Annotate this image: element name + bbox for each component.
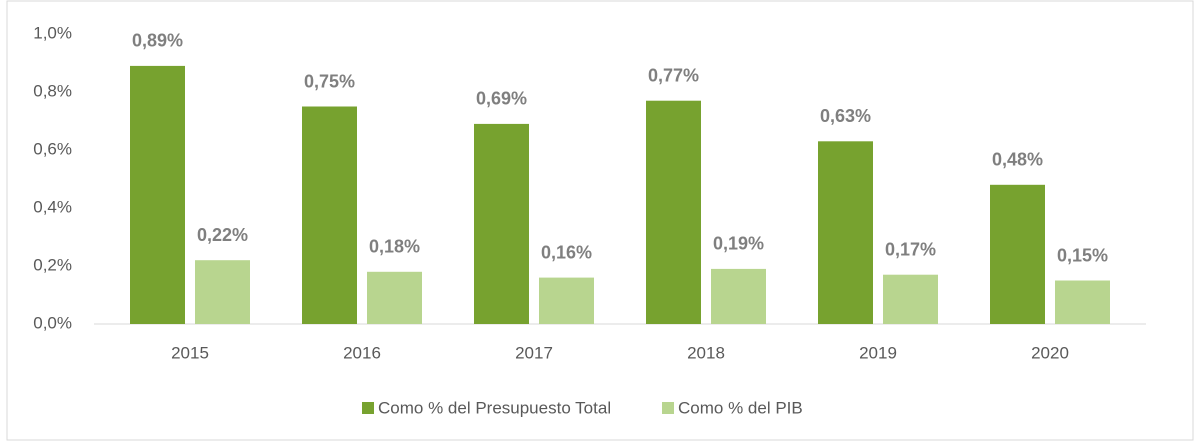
legend-label: Como % del PIB <box>678 398 803 417</box>
bar <box>711 268 766 324</box>
y-tick-label: 0,6% <box>33 139 72 158</box>
value-label: 0,63% <box>820 106 871 126</box>
x-tick-label: 2015 <box>171 343 209 362</box>
bar <box>646 100 701 324</box>
value-label: 0,77% <box>648 65 699 85</box>
value-label: 0,15% <box>1057 245 1108 265</box>
bar <box>130 65 185 325</box>
value-label: 0,22% <box>197 225 248 245</box>
bar <box>474 123 529 325</box>
bar <box>883 274 938 324</box>
value-label: 0,17% <box>885 239 936 259</box>
x-tick-label: 2019 <box>859 343 897 362</box>
legend-label: Como % del Presupuesto Total <box>378 398 611 417</box>
y-tick-label: 0,2% <box>33 255 72 274</box>
bar <box>539 277 594 324</box>
x-tick-label: 2018 <box>687 343 725 362</box>
bar <box>195 260 250 324</box>
bar <box>818 141 873 324</box>
bar <box>302 106 357 324</box>
bar <box>367 271 422 324</box>
y-tick-label: 1,0% <box>33 23 72 42</box>
value-label: 0,69% <box>476 89 527 109</box>
y-tick-label: 0,8% <box>33 81 72 100</box>
legend-swatch <box>362 402 374 414</box>
y-tick-label: 0,0% <box>33 313 72 332</box>
x-tick-label: 2016 <box>343 343 381 362</box>
legend-swatch <box>662 402 674 414</box>
y-tick-label: 0,4% <box>33 197 72 216</box>
value-label: 0,48% <box>992 150 1043 170</box>
value-label: 0,19% <box>713 234 764 254</box>
value-label: 0,75% <box>304 71 355 91</box>
bar <box>1055 280 1110 324</box>
x-tick-label: 2017 <box>515 343 553 362</box>
x-tick-label: 2020 <box>1031 343 1069 362</box>
value-label: 0,16% <box>541 242 592 262</box>
value-label: 0,18% <box>369 237 420 257</box>
bar <box>990 184 1045 324</box>
value-label: 0,89% <box>132 31 183 51</box>
